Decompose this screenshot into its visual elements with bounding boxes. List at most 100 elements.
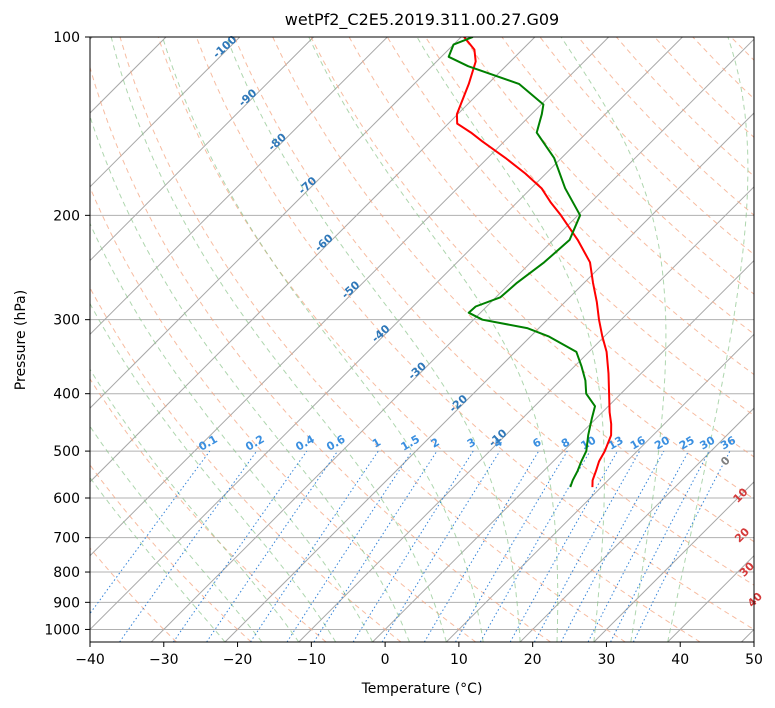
moist-adiabat-line [90, 302, 337, 642]
isotherm-line [90, 37, 314, 262]
isotherm-line [150, 38, 754, 642]
mixing-ratio-label: 0.2 [243, 433, 266, 454]
sounding-series [447, 37, 613, 488]
x-tick-label: 50 [745, 652, 763, 668]
y-tick-label: 1000 [44, 622, 80, 638]
mixing-ratio-line [632, 450, 731, 642]
isotherm-line [224, 112, 754, 642]
isotherm-label: -80 [266, 130, 290, 153]
mixing-ratio-label: 36 [718, 433, 738, 452]
y-tick-label: 200 [53, 208, 80, 224]
dry-adiabat-line [90, 378, 327, 642]
isotherm-line [90, 37, 388, 336]
dry-adiabat-line [119, 37, 626, 642]
mixing-ratio-label: 20 [652, 433, 672, 452]
mixing-ratio-line [509, 450, 618, 642]
dry-adiabat-line [195, 37, 754, 630]
dry-adiabat-line [769, 37, 775, 642]
isotherm-label: -90 [236, 86, 260, 109]
moist-adiabat-label: 0 [718, 454, 733, 469]
x-tick-label: 0 [381, 652, 390, 668]
moist-adiabat-label: 40 [745, 590, 765, 610]
x-tick-label: 20 [524, 652, 542, 668]
dry-adiabat-line [272, 37, 754, 543]
mixing-ratio-line [250, 450, 379, 642]
mixing-ratio-line [119, 450, 258, 642]
isotherm-label: -70 [296, 174, 320, 197]
temperature-profile [455, 37, 613, 488]
dry-adiabat-line [616, 37, 754, 177]
moist-adiabat-line [110, 37, 447, 642]
moist-adiabat-line [162, 37, 484, 642]
dry-adiabat-line [348, 37, 754, 458]
y-tick-label: 500 [53, 444, 80, 460]
isotherm-line [90, 37, 241, 188]
dry-adiabat-line [90, 547, 177, 642]
isotherm-line [593, 481, 754, 642]
mixing-ratio-line [286, 450, 413, 642]
dry-adiabat-line [386, 37, 754, 417]
mixing-ratio-line [381, 450, 501, 642]
dewpoint-profile [447, 37, 596, 488]
x-tick-label: 40 [671, 652, 689, 668]
moist-adiabat-line [226, 37, 521, 642]
moist-adiabat-label: 20 [732, 525, 752, 545]
dry-adiabat-line [90, 286, 402, 642]
x-axis: −40 −30 −20 −10 0 10 20 30 40 50 [75, 642, 763, 668]
isotherm-line [90, 37, 610, 557]
isotherm-line [90, 37, 536, 483]
mixing-ratio-label: 16 [628, 433, 648, 452]
moist-adiabat-line [308, 37, 559, 642]
x-tick-label: −30 [149, 652, 179, 668]
dry-adiabat-line [90, 65, 551, 642]
mixing-ratio-line [423, 450, 540, 642]
mixing-ratio-line [352, 450, 474, 642]
isotherm-label: -10 [486, 426, 510, 449]
x-tick-label: −10 [297, 652, 327, 668]
moist-adiabat-line [667, 37, 749, 642]
mixing-ratio-line [206, 450, 339, 642]
dry-adiabat-line [501, 37, 754, 295]
moist-adiabat-line [416, 37, 605, 642]
isotherm-line [445, 333, 754, 642]
mixing-ratio-label: 0.4 [293, 432, 317, 453]
x-tick-label: −20 [223, 652, 253, 668]
dry-adiabat-line [234, 37, 754, 586]
mixing-ratio-label: 1 [370, 436, 383, 451]
mixing-ratio-label: 30 [698, 433, 718, 452]
isotherm-line [519, 407, 754, 642]
moist-adiabat-line [560, 37, 667, 642]
y-tick-label: 100 [53, 30, 80, 46]
isotherm-line [90, 37, 462, 409]
dry-adiabat-line [90, 186, 477, 642]
mixing-ratio-label: 0.6 [324, 432, 348, 453]
y-tick-label: 800 [53, 565, 80, 581]
dry-adiabat-line [577, 37, 754, 216]
isotherm-line [741, 628, 754, 642]
y-tick-label: 300 [53, 313, 80, 329]
mixing-ratio-line [90, 450, 211, 615]
x-tick-label: 30 [598, 652, 616, 668]
chart-title: wetPf2_C2E5.2019.311.00.27.G09 [285, 10, 559, 30]
dry-adiabat-line [654, 37, 754, 138]
x-axis-label: Temperature (°C) [361, 681, 483, 697]
y-tick-label: 600 [53, 491, 80, 507]
mixing-ratio-label: 3 [465, 436, 478, 451]
plot-frame [89, 36, 755, 643]
mixing-ratio-line [313, 450, 438, 642]
mixing-ratio-line [533, 450, 641, 642]
y-tick-label: 400 [53, 387, 80, 403]
y-axis-label: Pressure (hPa) [13, 290, 29, 390]
dry-adiabat-line [157, 37, 701, 642]
moist-adiabat-line [90, 476, 226, 642]
mixing-ratio-line [455, 450, 568, 642]
reference-lines [90, 37, 775, 642]
mixing-ratio-label: 1.5 [399, 433, 422, 454]
moist-adiabat-line [90, 368, 300, 642]
moist-adiabat-line [90, 425, 263, 642]
isotherm-label: -50 [339, 278, 363, 301]
isotherm-label: -60 [312, 231, 336, 254]
y-axis: 100 200 300 400 500 600 700 800 900 1000 [44, 30, 90, 638]
mixing-ratio-line [172, 450, 308, 642]
